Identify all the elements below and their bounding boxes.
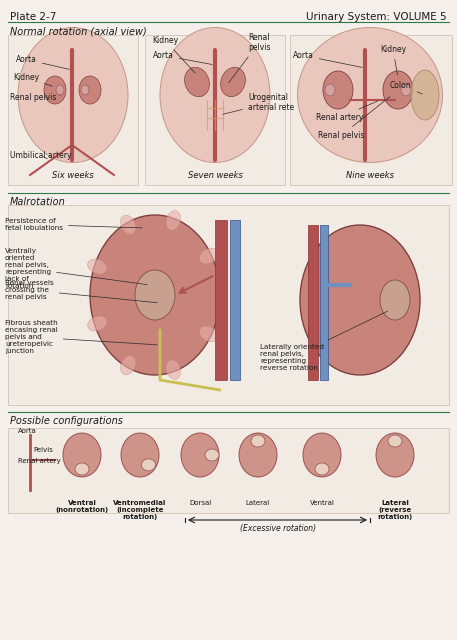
Ellipse shape	[251, 435, 265, 447]
Text: Ventrally
oriented
renal pelvis,
representing
lack of
rotation: Ventrally oriented renal pelvis, represe…	[5, 248, 147, 289]
Text: Nine weeks: Nine weeks	[346, 171, 394, 180]
Text: Urinary System: VOLUME 5: Urinary System: VOLUME 5	[306, 12, 447, 22]
Text: Possible configurations: Possible configurations	[10, 416, 123, 426]
Text: Plate 2-7: Plate 2-7	[10, 12, 56, 22]
Text: Normal rotation (axial view): Normal rotation (axial view)	[10, 26, 147, 36]
Ellipse shape	[401, 84, 411, 96]
Ellipse shape	[380, 280, 410, 320]
Text: Kidney: Kidney	[380, 45, 406, 76]
FancyBboxPatch shape	[308, 225, 318, 380]
Ellipse shape	[121, 215, 136, 234]
FancyBboxPatch shape	[145, 35, 285, 185]
Text: Umbilical artery: Umbilical artery	[10, 151, 71, 160]
Text: Ventromedial
(incomplete
rotation): Ventromedial (incomplete rotation)	[113, 500, 167, 520]
FancyBboxPatch shape	[290, 35, 452, 185]
Text: Aorta: Aorta	[153, 51, 212, 65]
Ellipse shape	[121, 356, 136, 375]
Text: Malrotation: Malrotation	[10, 197, 66, 207]
Text: Aorta: Aorta	[293, 51, 362, 67]
FancyBboxPatch shape	[8, 428, 449, 513]
Text: Laterally oriented
renal pelvis,
representing
reverse rotation: Laterally oriented renal pelvis, represe…	[260, 311, 388, 371]
Ellipse shape	[88, 259, 107, 274]
Text: Colon: Colon	[390, 81, 422, 94]
Ellipse shape	[199, 326, 218, 342]
FancyBboxPatch shape	[8, 205, 449, 405]
Ellipse shape	[88, 316, 107, 331]
Ellipse shape	[18, 28, 128, 163]
Ellipse shape	[298, 28, 442, 163]
Text: (Excessive rotation): (Excessive rotation)	[240, 524, 316, 533]
Text: Kidney: Kidney	[13, 73, 53, 86]
Text: Renal pelvis: Renal pelvis	[10, 93, 60, 102]
FancyBboxPatch shape	[215, 220, 227, 380]
Ellipse shape	[166, 360, 181, 380]
Text: Lateral
(reverse
rotation): Lateral (reverse rotation)	[377, 500, 413, 520]
Ellipse shape	[411, 70, 439, 120]
Ellipse shape	[199, 248, 218, 264]
Ellipse shape	[44, 76, 66, 104]
FancyBboxPatch shape	[320, 225, 328, 380]
FancyBboxPatch shape	[230, 220, 240, 380]
Ellipse shape	[121, 433, 159, 477]
Ellipse shape	[323, 71, 353, 109]
Text: Pelvis: Pelvis	[33, 447, 53, 453]
Ellipse shape	[63, 433, 101, 477]
Text: Aorta: Aorta	[16, 55, 69, 69]
Text: Ventral: Ventral	[309, 500, 335, 506]
Text: Urogenital
arterial rete: Urogenital arterial rete	[223, 93, 294, 115]
Ellipse shape	[300, 225, 420, 375]
Text: Renal
pelvis: Renal pelvis	[228, 33, 271, 83]
Ellipse shape	[135, 270, 175, 320]
Text: Kidney: Kidney	[152, 36, 195, 73]
Ellipse shape	[388, 435, 402, 447]
Text: Renal vessels
crossing the
renal pelvis: Renal vessels crossing the renal pelvis	[5, 280, 157, 303]
Ellipse shape	[79, 76, 101, 104]
Text: Renal pelvis: Renal pelvis	[318, 97, 390, 140]
Text: Renal artery: Renal artery	[316, 101, 377, 122]
Text: Aorta: Aorta	[18, 428, 37, 434]
Ellipse shape	[185, 67, 209, 97]
Ellipse shape	[166, 211, 181, 230]
Ellipse shape	[376, 433, 414, 477]
Ellipse shape	[142, 459, 155, 471]
Text: Six weeks: Six weeks	[52, 171, 94, 180]
Text: Seven weeks: Seven weeks	[187, 171, 242, 180]
Ellipse shape	[205, 449, 219, 461]
Ellipse shape	[181, 433, 219, 477]
Ellipse shape	[160, 28, 270, 163]
Text: Renal artery: Renal artery	[18, 458, 61, 464]
Ellipse shape	[56, 85, 64, 95]
FancyBboxPatch shape	[8, 35, 138, 185]
Text: Lateral: Lateral	[246, 500, 270, 506]
Ellipse shape	[81, 85, 89, 95]
Ellipse shape	[315, 463, 329, 475]
Text: Persistence of
fetal lobulations: Persistence of fetal lobulations	[5, 218, 142, 231]
Text: Fibrous sheath
encasing renal
pelvis and
ureteropelvic
junction: Fibrous sheath encasing renal pelvis and…	[5, 320, 157, 354]
Ellipse shape	[303, 433, 341, 477]
Ellipse shape	[221, 67, 245, 97]
Text: Ventral
(nonrotation): Ventral (nonrotation)	[55, 500, 109, 513]
Ellipse shape	[90, 215, 220, 375]
Ellipse shape	[383, 71, 413, 109]
Ellipse shape	[325, 84, 335, 96]
Text: Dorsal: Dorsal	[189, 500, 211, 506]
Ellipse shape	[75, 463, 89, 475]
Ellipse shape	[239, 433, 277, 477]
